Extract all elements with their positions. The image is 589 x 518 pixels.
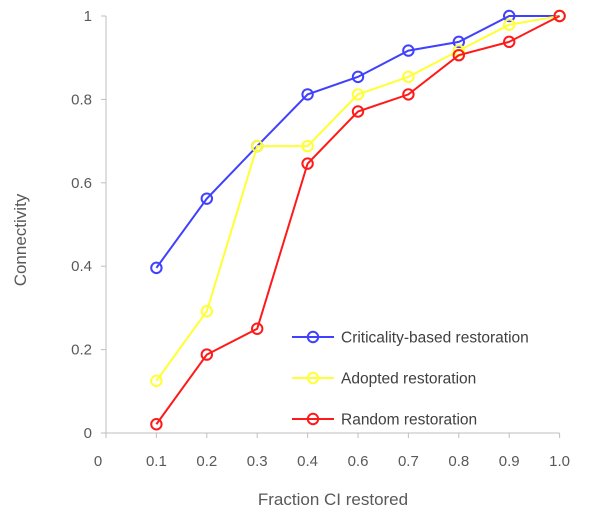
data-point <box>452 48 465 62</box>
x-tick-label: 1.0 <box>549 453 570 470</box>
data-point <box>200 348 214 361</box>
data-point <box>251 139 264 153</box>
data-point <box>503 18 516 31</box>
x-axis-title: Fraction CI restored <box>258 490 408 509</box>
data-point <box>200 305 214 318</box>
data-point <box>200 192 214 205</box>
y-tick-label: 0.6 <box>71 175 92 192</box>
data-point <box>351 88 365 101</box>
legend: Criticality-based restoration Adopted res… <box>292 330 529 429</box>
data-point <box>301 157 314 170</box>
data-point <box>351 70 365 84</box>
data-point <box>553 9 566 23</box>
y-tick-label: 0.8 <box>71 91 92 108</box>
legend-label: Criticality-based restoration <box>341 330 529 347</box>
x-tick-label: 0.1 <box>146 453 167 470</box>
y-tick-label: 1 <box>84 8 92 25</box>
x-tick-label: 0.6 <box>348 453 369 470</box>
series-layer <box>150 9 566 431</box>
legend-label: Random restoration <box>341 412 477 429</box>
data-point <box>402 88 415 101</box>
axes: 0 0.2 0.4 0.6 0.8 1 0 0.1 0.2 0.3 0.4 0.6 0.7 0.8 0.9 1… <box>71 8 570 470</box>
legend-item: Random restoration <box>292 412 477 429</box>
x-tick-label-origin: 0 <box>94 453 102 470</box>
x-tick-label: 0.9 <box>499 453 520 470</box>
data-point <box>251 322 264 335</box>
data-point <box>150 261 163 275</box>
data-point <box>301 88 314 101</box>
series-line <box>155 15 561 425</box>
legend-item: Adopted restoration <box>292 371 476 388</box>
data-point <box>503 35 516 49</box>
data-point <box>150 418 163 431</box>
series-1 <box>150 9 566 275</box>
series-line <box>155 15 560 382</box>
legend-marker-swatch <box>306 412 320 426</box>
x-tick-label: 0.3 <box>247 453 268 470</box>
x-tick-label: 0.2 <box>196 453 217 470</box>
data-point <box>503 9 516 23</box>
y-axis-title: Connectivity <box>11 193 30 286</box>
data-point <box>351 105 365 118</box>
x-tick-label: 0.7 <box>398 453 419 470</box>
legend-marker-swatch <box>306 330 320 344</box>
legend-label: Adopted restoration <box>341 371 476 388</box>
series-line <box>155 15 560 269</box>
series-2 <box>150 9 566 388</box>
legend-marker-swatch <box>306 371 320 385</box>
y-tick-label: 0 <box>84 425 92 442</box>
data-point <box>301 139 314 153</box>
x-tick-label: 0.8 <box>448 453 469 470</box>
y-tick-label: 0.4 <box>71 258 92 275</box>
data-point <box>402 44 415 57</box>
y-tick-label: 0.2 <box>71 342 92 359</box>
data-point <box>452 35 465 49</box>
x-tick-label: 0.4 <box>297 453 318 470</box>
data-point <box>150 374 163 388</box>
series-3 <box>150 9 566 431</box>
legend-item: Criticality-based restoration <box>292 330 529 347</box>
data-point <box>402 70 415 84</box>
